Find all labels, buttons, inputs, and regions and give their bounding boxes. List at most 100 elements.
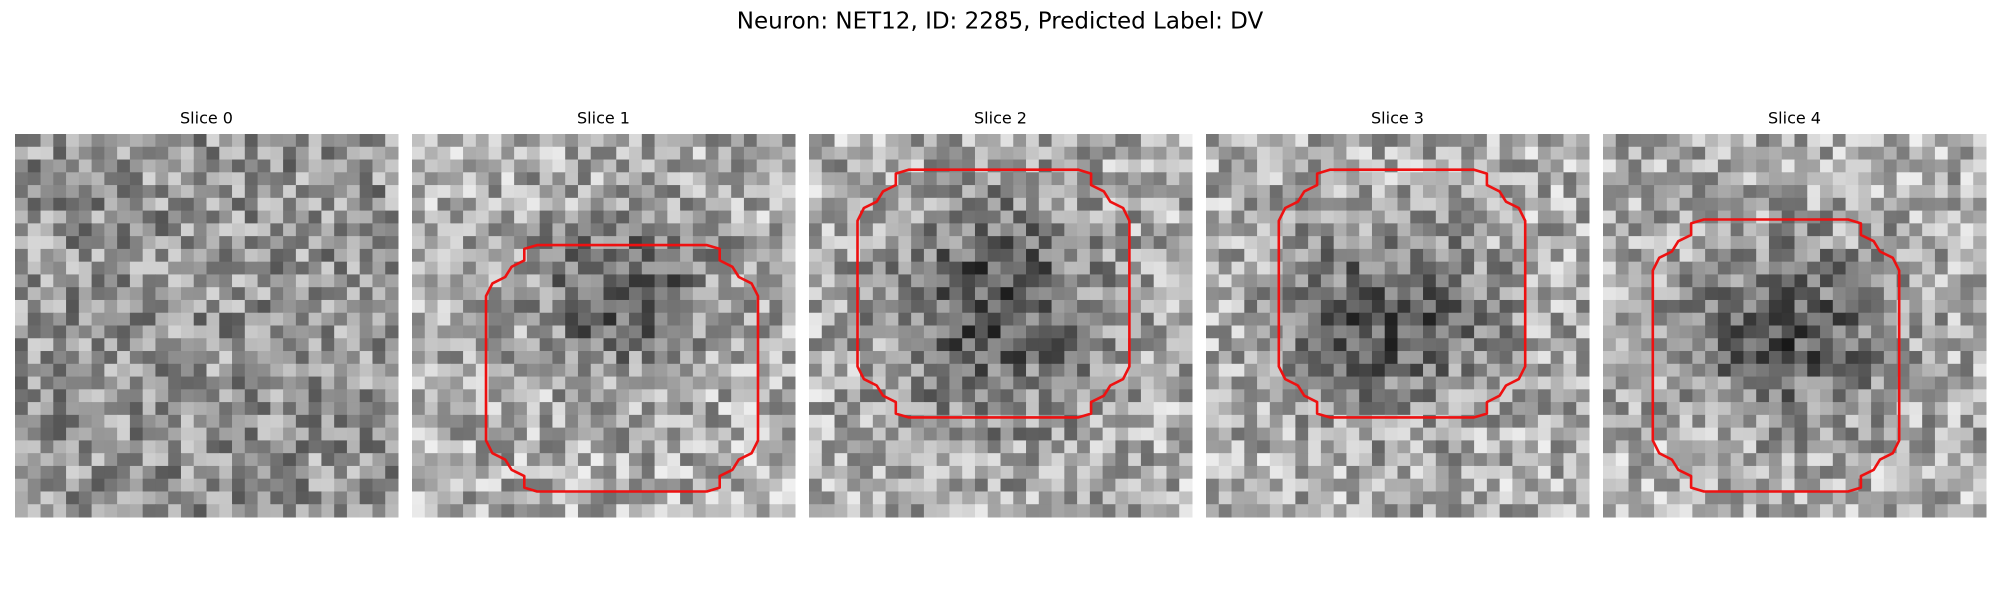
pixel — [1666, 223, 1681, 237]
pixel — [1179, 299, 1193, 314]
pixel — [603, 287, 617, 301]
pixel — [1730, 427, 1744, 441]
pixel — [1089, 504, 1104, 518]
pixel — [1563, 146, 1577, 161]
pixel — [1705, 223, 1719, 237]
pixel — [1359, 363, 1373, 378]
pixel — [1051, 453, 1065, 467]
pixel — [809, 478, 823, 492]
pixel — [1794, 351, 1808, 365]
pixel — [565, 427, 579, 441]
pixel — [1410, 453, 1424, 467]
pixel — [206, 223, 220, 237]
pixel — [1102, 363, 1116, 378]
pixel — [219, 465, 233, 480]
pixel — [769, 465, 783, 480]
pixel — [372, 210, 386, 224]
pixel — [1410, 427, 1424, 441]
pixel — [1038, 376, 1053, 390]
pixel — [936, 261, 950, 275]
pixel — [1320, 465, 1335, 480]
pixel — [1666, 402, 1681, 416]
pixel — [168, 414, 182, 429]
pixel — [1423, 389, 1437, 403]
pixel — [463, 414, 477, 429]
pixel — [1845, 185, 1859, 199]
pixel — [334, 287, 348, 301]
pixel — [1756, 274, 1770, 288]
pixel — [66, 402, 80, 416]
pixel — [641, 197, 656, 212]
pixel — [334, 223, 348, 237]
pixel — [1628, 172, 1642, 186]
pixel — [1654, 465, 1668, 480]
pixel — [860, 223, 874, 237]
pixel — [987, 261, 1001, 275]
pixel — [142, 274, 156, 288]
pixel — [1947, 491, 1961, 505]
pixel — [1576, 236, 1590, 250]
pixel — [552, 248, 566, 263]
pixel — [117, 210, 131, 224]
pixel — [603, 491, 617, 505]
pixel — [1563, 172, 1577, 186]
pixel — [680, 236, 694, 250]
pixel — [731, 146, 745, 161]
pixel — [1525, 402, 1539, 416]
pixel — [603, 465, 617, 480]
pixel — [180, 236, 195, 250]
pixel — [1333, 274, 1347, 288]
pixel — [270, 261, 284, 275]
pixel — [257, 236, 271, 250]
pixel — [1883, 491, 1898, 505]
pixel — [1140, 261, 1155, 275]
pixel — [155, 299, 169, 314]
pixel — [782, 427, 796, 441]
pixel — [1563, 363, 1577, 378]
pixel — [1102, 478, 1116, 492]
pixel — [1257, 197, 1271, 212]
pixel — [475, 134, 490, 148]
pixel — [885, 414, 899, 429]
pixel — [1346, 261, 1360, 275]
pixel — [1128, 159, 1142, 173]
pixel — [974, 504, 989, 518]
pixel — [1550, 159, 1564, 173]
pixel — [974, 465, 989, 480]
pixel — [1397, 223, 1411, 237]
pixel — [718, 312, 732, 326]
pixel — [501, 363, 515, 378]
pixel — [1512, 427, 1526, 441]
pixel — [769, 159, 783, 173]
pixel — [1743, 325, 1757, 339]
pixel — [1615, 363, 1630, 378]
pixel — [552, 363, 566, 378]
pixel — [1525, 325, 1539, 339]
pixel — [1883, 134, 1898, 148]
pixel — [232, 134, 246, 148]
pixel — [514, 427, 528, 441]
pixel — [552, 197, 566, 212]
pixel — [104, 465, 118, 480]
pixel — [539, 210, 553, 224]
pixel — [667, 197, 681, 212]
pixel — [437, 325, 451, 339]
pixel — [1666, 299, 1681, 314]
pixel — [1102, 299, 1116, 314]
pixel — [155, 236, 169, 250]
pixel — [321, 299, 335, 314]
pixel — [1153, 389, 1167, 403]
pixel — [1102, 287, 1116, 301]
pixel — [821, 312, 836, 326]
pixel — [308, 351, 322, 365]
pixel — [66, 414, 80, 429]
pixel — [1525, 465, 1539, 480]
pixel — [1947, 236, 1961, 250]
pixel — [987, 427, 1001, 441]
pixel — [1115, 146, 1129, 161]
pixel — [590, 414, 604, 429]
pixel — [295, 236, 310, 250]
pixel — [308, 159, 322, 173]
pixel — [911, 504, 925, 518]
pixel — [1909, 185, 1923, 199]
